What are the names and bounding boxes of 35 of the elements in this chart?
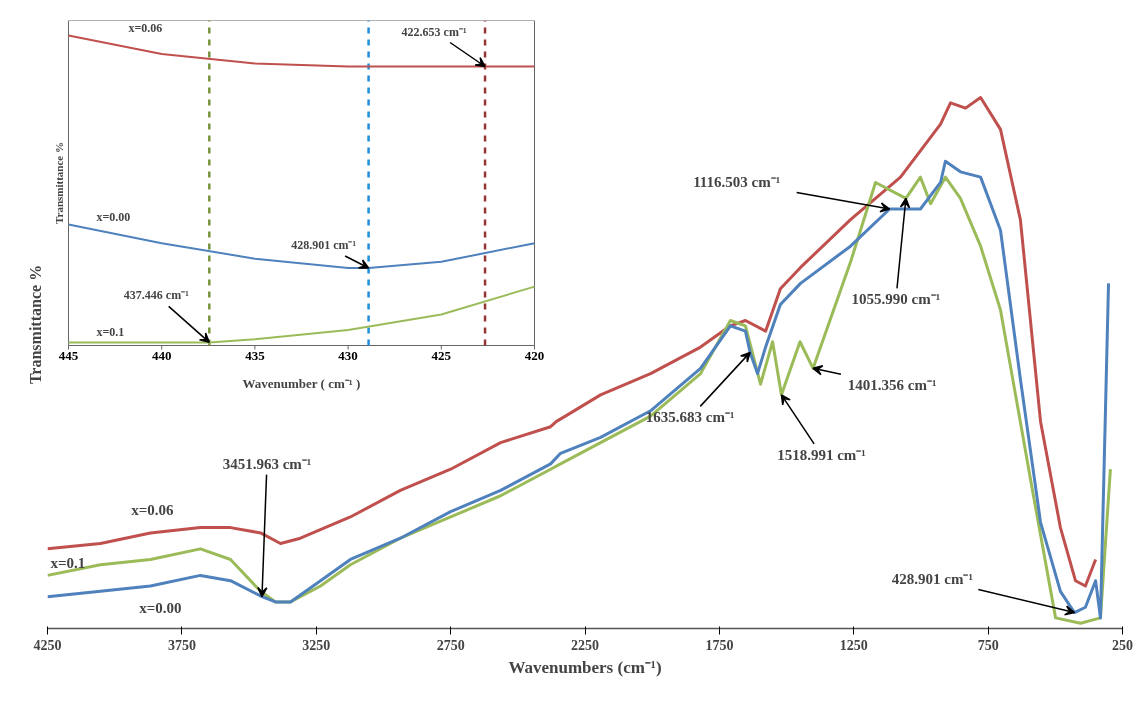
annotation: 1055.990 cm⁻¹ xyxy=(851,291,941,308)
x-tick-label: 750 xyxy=(977,637,999,653)
annotation: 3451.963 cm⁻¹ xyxy=(222,455,312,472)
annotation: 428.901 cm⁻¹ xyxy=(891,570,973,587)
x-tick-label: 250 xyxy=(1112,637,1133,653)
x-tick-label: 1250 xyxy=(839,637,868,653)
annotation: 1401.356 cm⁻¹ xyxy=(847,377,937,394)
series-label: x=0.00 xyxy=(139,600,182,617)
x-tick-label: 440 xyxy=(151,347,172,363)
x-axis-title: Wavenumbers (cm⁻¹) xyxy=(508,657,662,677)
annotation: 437.446 cm⁻¹ xyxy=(123,288,190,303)
x-tick-label: 2750 xyxy=(436,637,465,653)
series-label: x=0.1 xyxy=(96,325,125,340)
series-label: x=0.1 xyxy=(50,555,86,572)
x-tick-label: 430 xyxy=(338,347,358,363)
y-axis-title: Transmittance % xyxy=(52,142,65,224)
x-tick-label: 435 xyxy=(245,347,266,363)
series-label: x=0.06 xyxy=(128,20,163,35)
x-tick-label: 3250 xyxy=(302,637,331,653)
x-tick-label: 1750 xyxy=(705,637,734,653)
series-label: x=0.00 xyxy=(96,209,131,224)
y-axis-title: Transmittance % xyxy=(26,264,44,385)
x-tick-label: 3750 xyxy=(167,637,196,653)
x-tick-label: 420 xyxy=(524,347,545,363)
annotation: 1635.683 cm⁻¹ xyxy=(645,409,735,426)
x-axis-title: Wavenumber ( cm⁻¹ ) xyxy=(242,375,361,391)
x-tick-label: 2250 xyxy=(571,637,599,653)
x-tick-label: 4250 xyxy=(33,637,62,653)
x-tick-label: 445 xyxy=(58,347,79,363)
x-tick-label: 425 xyxy=(431,347,452,363)
series-label: x=0.06 xyxy=(131,501,175,518)
annotation: 1116.503 cm⁻¹ xyxy=(693,174,781,191)
annotation: 422.653 cm⁻¹ xyxy=(401,24,467,39)
annotation: 1518.991 cm⁻¹ xyxy=(777,446,866,463)
annotation: 428.901 cm⁻¹ xyxy=(291,238,357,252)
